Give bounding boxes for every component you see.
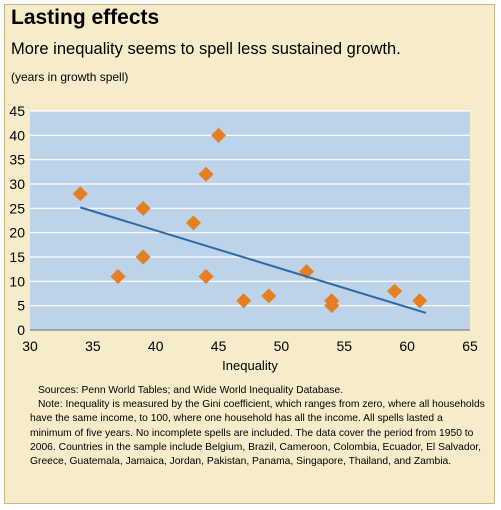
x-tick-label: 60 [399,338,415,354]
y-tick-label: 45 [9,103,25,119]
y-tick-label: 10 [9,273,25,289]
data-point-marker [387,283,403,299]
y-tick-label: 30 [9,176,25,192]
trend-line-group [79,206,427,314]
y-tick-label: 15 [9,249,25,265]
x-tick-label: 55 [336,338,352,354]
data-markers [72,127,428,314]
data-point-marker [198,166,214,182]
y-units-label: (years in growth spell) [11,70,129,84]
data-point-marker [236,293,252,309]
note-text: Note: Inequality is measured by the Gini… [30,399,485,468]
data-point-marker [198,268,214,284]
data-point-marker [110,268,126,284]
y-tick-label: 40 [9,127,25,143]
y-tick-label: 0 [17,322,25,338]
y-tick-label: 35 [9,152,25,168]
plot-background [30,111,470,330]
x-axis-label: Inequality [222,358,278,373]
x-tick-label: 65 [462,338,478,354]
x-tick-label: 50 [274,338,290,354]
data-point-marker [135,249,151,265]
y-tick-labels: 0 5 10 15 20 25 30 35 40 45 [9,103,25,338]
grid-lines [30,110,470,331]
data-point-marker [211,127,227,143]
sources-text: Sources: Penn World Tables; and Wide Wor… [38,385,344,396]
trend-line [79,206,427,314]
data-point-marker [412,293,428,309]
y-tick-label: 5 [17,298,25,314]
data-point-marker [72,186,88,202]
data-point-marker [185,215,201,231]
y-tick-label: 25 [9,200,25,216]
notes-block: Sources: Penn World Tables; and Wide Wor… [30,384,485,469]
data-point-marker [261,288,277,304]
x-tick-label: 40 [148,338,164,354]
x-tick-labels: 30 35 40 45 50 55 60 65 [22,338,478,354]
x-tick-label: 45 [211,338,227,354]
chart-title: Lasting effects [11,6,160,29]
y-tick-label: 20 [9,225,25,241]
chart-subtitle: More inequality seems to spell less sust… [11,40,401,58]
x-tick-label: 30 [22,338,38,354]
data-point-marker [324,298,340,314]
x-tick-label: 35 [85,338,101,354]
data-point-marker [135,200,151,216]
